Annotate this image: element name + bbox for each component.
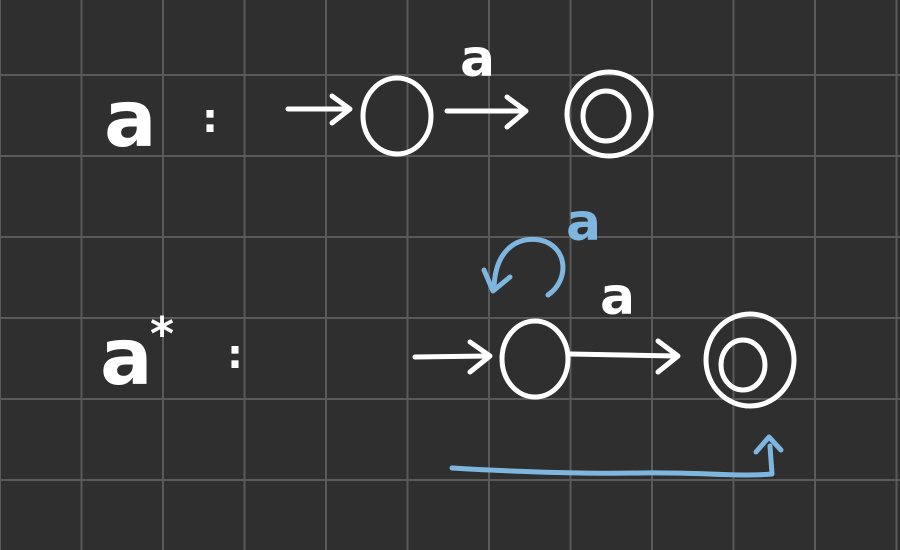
accept-state [564, 69, 654, 159]
diagram-a: a : a [104, 29, 654, 165]
start-state [360, 75, 434, 157]
start-state-2 [499, 318, 571, 400]
separator-colon-2: : [227, 332, 243, 378]
accept-state-2 [703, 311, 797, 409]
expression-a-star-label: a [100, 313, 153, 403]
separator-colon: : [202, 96, 218, 142]
expression-a-label: a [104, 75, 157, 165]
transition-arrow-2 [567, 338, 681, 375]
start-arrow [285, 93, 353, 126]
start-arrow-2 [412, 339, 493, 375]
transition-arrow [444, 94, 529, 130]
loop-label: a [566, 193, 601, 253]
transition-label-2: a [600, 267, 635, 327]
transition-label: a [460, 29, 495, 89]
kleene-star: * [150, 307, 174, 361]
bypass-arrow [449, 434, 784, 478]
self-loop [481, 236, 566, 298]
diagram-a-star: a * : a a [100, 193, 797, 478]
